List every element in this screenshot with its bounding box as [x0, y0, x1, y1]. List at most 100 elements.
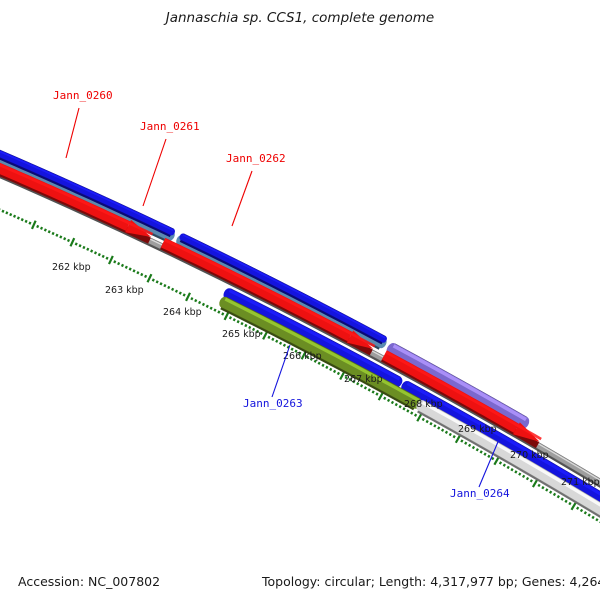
- feature-olive[interactable]: [217, 295, 423, 411]
- ruler-minor-tick: [167, 285, 171, 290]
- ruler-major-tick: [108, 255, 114, 265]
- ruler-minor-tick: [140, 272, 144, 277]
- ruler-minor-tick: [28, 221, 32, 225]
- gene-label-Jann_0262[interactable]: Jann_0262: [226, 152, 286, 165]
- ruler-minor-tick: [332, 369, 337, 374]
- ruler-minor-tick: [252, 327, 256, 332]
- ruler-minor-tick: [298, 351, 302, 355]
- ruler-tick-label-7: 269 kbp: [458, 424, 497, 435]
- ruler-minor-tick: [90, 249, 94, 253]
- ruler-minor-tick: [182, 293, 186, 297]
- ruler-minor-tick: [483, 452, 487, 456]
- ruler-minor-tick: [213, 308, 217, 312]
- ruler-minor-tick: [595, 518, 599, 522]
- ruler-minor-tick: [155, 280, 159, 284]
- ruler-minor-tick: [549, 490, 553, 494]
- ruler-minor-tick: [190, 297, 194, 301]
- ruler-minor-tick: [591, 515, 595, 520]
- ruler-minor-tick: [437, 426, 441, 430]
- ruler-minor-tick: [475, 448, 479, 452]
- ruler-tick-label-4: 266 kbp: [283, 351, 322, 362]
- ruler-minor-tick: [325, 365, 329, 369]
- ruler-minor-tick: [309, 357, 314, 361]
- ruler-minor-tick: [576, 506, 580, 510]
- feature-red-b[interactable]: [159, 237, 376, 356]
- ruler-minor-tick: [545, 488, 549, 492]
- ruler-minor-tick: [363, 386, 368, 390]
- ruler-minor-tick: [248, 325, 252, 330]
- ruler-minor-tick: [198, 300, 202, 305]
- ruler-minor-tick: [537, 483, 541, 488]
- gene-callouts[interactable]: Jann_0260 Jann_0261 Jann_0262 Jann_0263 Jann…: [53, 89, 510, 500]
- ruler-minor-tick: [406, 409, 410, 413]
- gene-label-Jann_0264[interactable]: Jann_0264: [450, 487, 510, 500]
- ruler-minor-tick: [317, 361, 321, 365]
- ruler-minor-tick: [124, 265, 128, 269]
- ruler-minor-tick: [367, 388, 371, 392]
- gene-label-Jann_0263[interactable]: Jann_0263: [243, 397, 303, 410]
- ruler-minor-tick: [36, 224, 40, 229]
- ruler-minor-tick: [171, 287, 175, 291]
- ruler-minor-tick: [386, 398, 391, 403]
- ruler-minor-tick: [136, 271, 140, 275]
- ruler-minor-tick: [236, 320, 240, 324]
- ruler-minor-tick: [564, 499, 568, 503]
- ruler-minor-tick: [294, 349, 298, 353]
- ruler-minor-tick: [525, 476, 530, 481]
- ruler-minor-tick: [117, 261, 121, 266]
- feature-red-a[interactable]: [0, 157, 154, 244]
- ruler-minor-tick: [464, 441, 468, 445]
- ruler-minor-tick: [429, 422, 433, 426]
- ruler-minor-tick: [556, 495, 560, 499]
- ruler-minor-tick: [163, 283, 167, 288]
- ruler-minor-tick: [583, 511, 587, 515]
- ruler-major-tick: [69, 237, 76, 247]
- ruler-minor-tick: [390, 400, 395, 405]
- ruler-minor-tick: [209, 306, 213, 310]
- gene-features[interactable]: [0, 148, 600, 527]
- ruler-minor-tick: [279, 341, 283, 345]
- ruler-minor-tick: [502, 463, 506, 467]
- callout-leader-Jann_0264: [478, 436, 501, 488]
- ruler-minor-tick: [506, 465, 510, 470]
- feature-lightgray[interactable]: [414, 399, 600, 527]
- feature-red-c[interactable]: [380, 350, 542, 449]
- feature-blue-b[interactable]: [178, 233, 388, 345]
- ruler-minor-tick: [82, 245, 86, 250]
- ruler-minor-tick: [39, 226, 44, 230]
- ruler-minor-tick: [93, 251, 98, 255]
- ruler-minor-tick: [510, 467, 514, 472]
- ruler-minor-tick: [383, 396, 387, 400]
- callout-leader-Jann_0261: [142, 138, 167, 207]
- ruler-major-tick: [30, 220, 37, 230]
- ruler-minor-tick: [201, 302, 206, 307]
- ruler-minor-tick: [259, 331, 263, 336]
- ruler-minor-tick: [421, 417, 425, 422]
- ruler-minor-tick: [394, 402, 398, 407]
- genome-stats-text: Topology: circular; Length: 4,317,977 bp…: [261, 574, 600, 589]
- gene-label-Jann_0261[interactable]: Jann_0261: [140, 120, 200, 133]
- callout-leader-Jann_0262: [231, 170, 253, 227]
- ruler-minor-tick: [217, 310, 221, 314]
- feature-blue-a[interactable]: [0, 148, 176, 238]
- ruler-tick-labels: 262 kbp 263 kbp 264 kbp 265 kbp 266 kbp 267 k…: [52, 262, 600, 488]
- ruler-minor-tick: [336, 371, 341, 376]
- ruler-major-tick: [377, 391, 384, 401]
- ruler-minor-tick: [105, 256, 109, 260]
- ruler-minor-tick: [529, 479, 533, 483]
- ruler-major-tick: [185, 292, 191, 302]
- ruler-minor-tick: [1, 209, 5, 213]
- ruler-major-tick: [146, 273, 153, 283]
- gene-label-Jann_0260[interactable]: Jann_0260: [53, 89, 113, 102]
- ruler-major-tick: [454, 434, 462, 444]
- ruler-minor-tick: [487, 454, 491, 459]
- ruler-major-tick: [300, 350, 307, 360]
- ruler-minor-tick: [205, 304, 209, 308]
- ruler-minor-tick: [128, 267, 132, 271]
- ruler-minor-tick: [5, 211, 9, 215]
- ruler-minor-tick: [518, 472, 522, 476]
- ruler-minor-tick: [101, 254, 105, 259]
- ruler-major-tick: [570, 501, 578, 511]
